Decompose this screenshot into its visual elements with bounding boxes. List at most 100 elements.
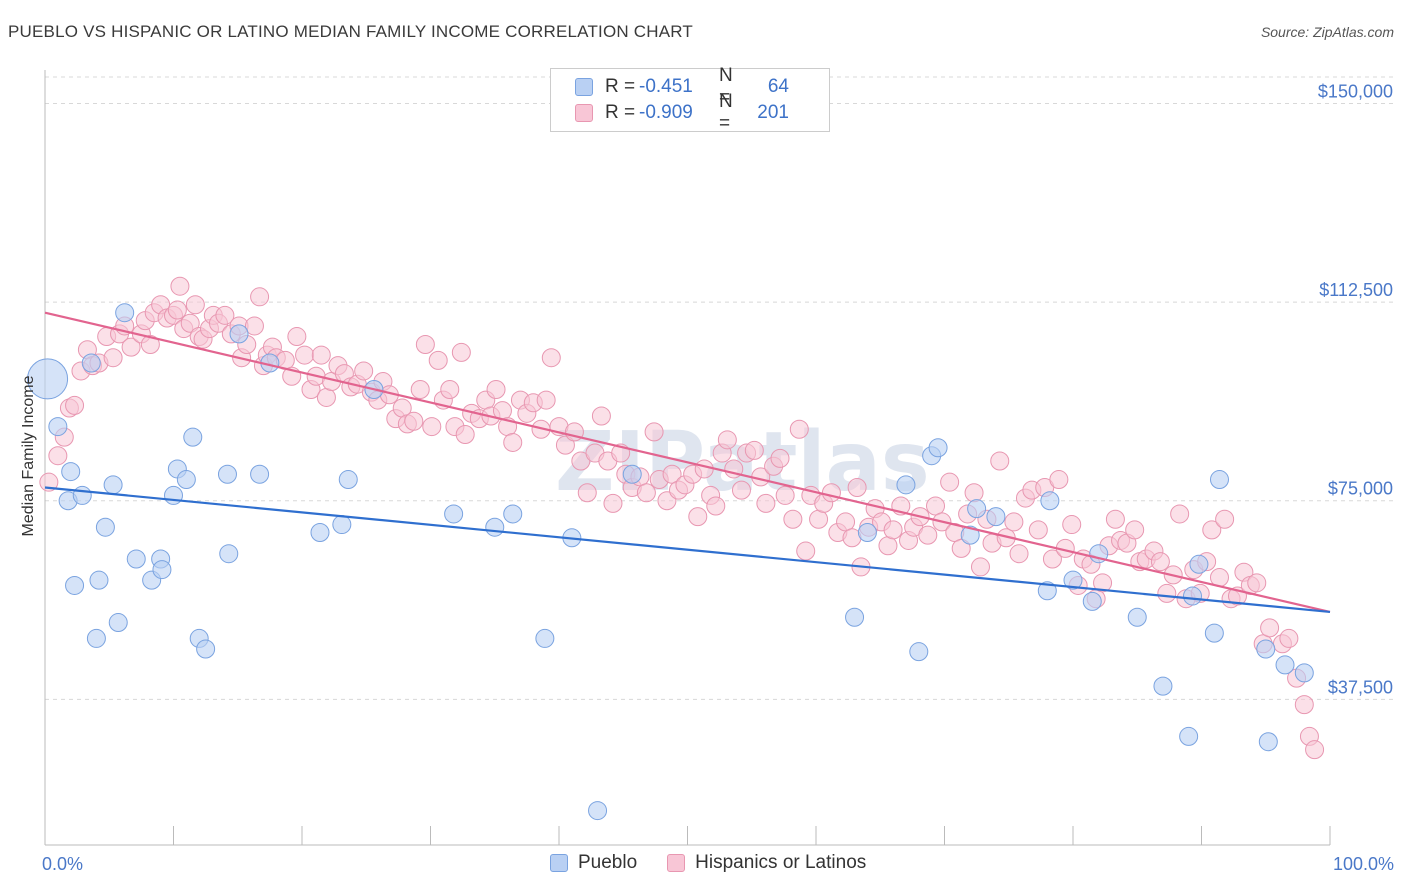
hispanic-point	[644, 422, 664, 442]
hispanic-point	[1062, 515, 1082, 535]
hispanic-point	[1028, 520, 1048, 540]
hispanic-point	[1279, 628, 1299, 648]
hispanic-point	[1247, 573, 1267, 593]
pueblo-point	[1258, 732, 1278, 752]
hispanic-point	[167, 300, 187, 320]
hispanic-point	[39, 472, 59, 492]
legend-r-value: -0.451	[639, 76, 693, 97]
legend-row-hispanic: R = -0.909 N = 201	[551, 91, 789, 134]
pueblo-point	[1204, 623, 1224, 643]
x-tick-labels: 0.0% 100.0%	[42, 854, 1394, 874]
y-tick-labels: $37,500 $75,000 $112,500 $150,000	[1318, 81, 1393, 697]
hispanic-point	[1049, 470, 1069, 490]
hispanic-point	[717, 430, 737, 450]
pueblo-point	[183, 427, 203, 447]
hispanic-point	[731, 480, 751, 500]
hispanic-point	[970, 557, 990, 577]
pueblo-point	[857, 523, 877, 543]
legend-n-value: 64	[767, 76, 789, 97]
pueblo-point	[61, 462, 81, 482]
pueblo-point	[928, 438, 948, 458]
hispanic-point	[836, 512, 856, 532]
x-tick-label: 0.0%	[42, 854, 83, 874]
hispanic-point	[1202, 520, 1222, 540]
pueblo-point	[909, 642, 929, 662]
hispanic-point	[591, 406, 611, 426]
hispanic-point	[603, 493, 623, 513]
pueblo-point	[588, 801, 608, 821]
hispanic-point	[451, 342, 471, 362]
hispanic-point	[775, 485, 795, 505]
pueblo-point	[986, 507, 1006, 527]
y-tick-label: $112,500	[1319, 280, 1393, 300]
pueblo-point	[1183, 586, 1203, 606]
hispanic-point	[65, 395, 85, 415]
source-label: Source: ZipAtlas.com	[1260, 24, 1394, 40]
hispanic-point	[48, 446, 68, 466]
pueblo-point	[65, 575, 85, 595]
pueblo-point	[219, 544, 239, 564]
pueblo-point	[485, 517, 505, 537]
pueblo-trend-line	[44, 486, 1331, 614]
pueblo-point	[126, 549, 146, 569]
pueblo-point	[1082, 591, 1102, 611]
axes	[44, 70, 1331, 846]
hispanic-point	[706, 496, 726, 516]
hispanic-point	[215, 305, 235, 325]
legend-r-value: -0.909	[639, 102, 693, 123]
series-name-pueblo: Pueblo	[578, 852, 638, 873]
hispanic-point	[847, 477, 867, 497]
legend-n-value: 201	[757, 102, 789, 123]
pueblo-point	[960, 525, 980, 545]
hispanic-point	[185, 295, 205, 315]
hispanic-point	[1042, 549, 1062, 569]
hispanic-point	[404, 411, 424, 431]
hispanic-point	[1215, 509, 1235, 529]
pueblo-point	[896, 475, 916, 495]
pueblo-point	[115, 303, 135, 323]
pueblo-point	[250, 464, 270, 484]
pueblo-point	[338, 470, 358, 490]
legend-n-label: N =	[719, 91, 733, 134]
x-tick-label: 100.0%	[1333, 854, 1394, 874]
hispanic-point	[770, 448, 790, 468]
hispanic-point	[311, 345, 331, 365]
hispanic-point	[1009, 544, 1029, 564]
hispanic-point	[455, 425, 475, 445]
hispanic-point	[180, 313, 200, 333]
hispanic-point	[789, 419, 809, 439]
pueblo-point	[444, 504, 464, 524]
y-axis-label: Median Family Income	[20, 375, 37, 536]
pueblo-point	[332, 515, 352, 535]
pueblo-point	[229, 324, 249, 344]
pueblo-point	[176, 470, 196, 490]
hispanic-point	[1105, 509, 1125, 529]
pueblo-point	[27, 358, 69, 400]
pueblo-point	[164, 485, 183, 505]
pueblo-point	[72, 485, 92, 505]
hispanic-point	[940, 472, 960, 492]
hispanic-points	[39, 276, 1325, 760]
hispanic-point	[756, 493, 776, 513]
hispanic-point	[964, 483, 984, 503]
series-legend-hispanic: Hispanics or Latinos	[667, 852, 866, 874]
hispanic-point	[103, 348, 123, 368]
pueblo-point	[845, 607, 865, 627]
pueblo-point	[1063, 570, 1083, 590]
pueblo-point	[535, 628, 555, 648]
pueblo-point	[1189, 554, 1209, 574]
trend-lines	[44, 311, 1331, 614]
hispanic-point	[688, 507, 708, 527]
chart-title: PUEBLO VS HISPANIC OR LATINO MEDIAN FAMI…	[8, 22, 694, 41]
pueblo-point	[81, 353, 101, 373]
hispanic-point	[1157, 583, 1177, 603]
legend-n-label: N =	[719, 65, 733, 108]
pueblo-point	[89, 570, 109, 590]
hispanic-point	[422, 417, 442, 437]
hispanic-point	[809, 509, 829, 529]
hispanic-point	[694, 459, 714, 479]
pueblo-point	[1294, 663, 1314, 683]
series-name-hispanic: Hispanics or Latinos	[695, 852, 867, 873]
legend-r-label: R =	[605, 76, 636, 97]
